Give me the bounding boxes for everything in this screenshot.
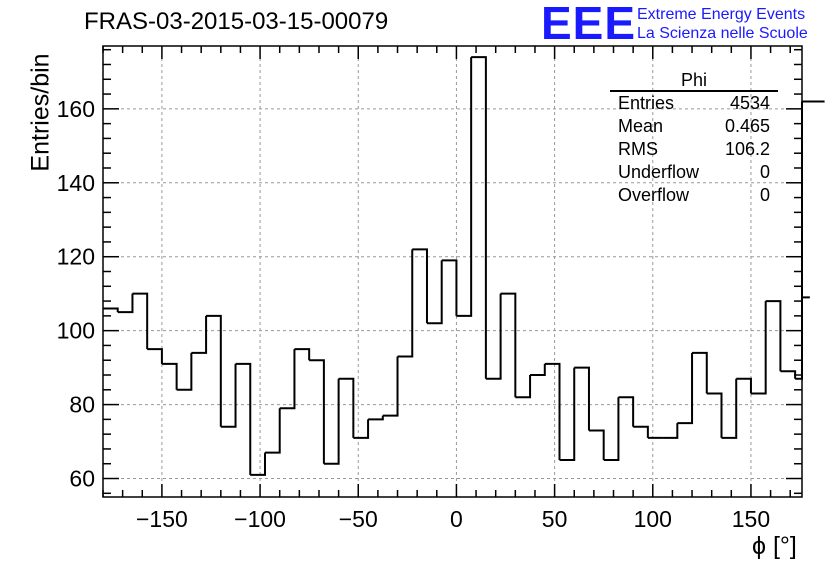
stats-row-mean: Mean 0.465: [610, 115, 778, 138]
histogram-bin: [574, 366, 590, 431]
histogram-bin: [441, 259, 458, 316]
histogram-bin: [323, 378, 340, 465]
histogram-bin: [264, 408, 281, 454]
stats-box: Phi Entries 4534 Mean 0.465 RMS 106.2 Un…: [610, 70, 778, 207]
x-tick-label: 100: [634, 506, 672, 532]
y-tick-label: 160: [57, 96, 95, 122]
histogram-bin: [456, 57, 473, 317]
histogram-bin: [220, 363, 237, 428]
y-tick-label: 80: [69, 392, 95, 418]
histogram-bin: [471, 56, 487, 379]
axis-ticks: [102, 46, 802, 497]
histogram-bars: [103, 56, 825, 476]
x-tick-label: 50: [542, 506, 568, 532]
histogram-bin: [382, 356, 399, 417]
histogram-bin: [706, 392, 723, 438]
x-tick-label: 150: [732, 506, 770, 532]
y-tick-label: 140: [57, 170, 95, 196]
histogram-bin: [353, 419, 370, 439]
histogram-bin: [618, 396, 635, 427]
x-axis-label: ϕ [°]: [752, 532, 797, 560]
histogram-bin: [176, 352, 193, 391]
histogram-bin: [721, 378, 738, 439]
organization-name: Extreme Energy Events: [637, 6, 806, 23]
y-tick-label: 60: [69, 466, 95, 492]
histogram-bin: [426, 260, 443, 325]
histogram-bin: [588, 429, 605, 461]
histogram-bin: [147, 348, 163, 364]
histogram-bin: [117, 293, 134, 314]
grid-lines: [103, 46, 802, 497]
stats-label: RMS: [618, 139, 658, 159]
histogram-bin: [161, 362, 178, 390]
histogram-bin: [780, 370, 797, 379]
y-axis-label: Entries/bin: [26, 53, 55, 172]
y-tick-label: 120: [57, 244, 95, 270]
histogram-bin: [559, 367, 576, 462]
stats-row-overflow: Overflow 0: [610, 184, 778, 207]
eee-logo: EEE: [541, 0, 637, 49]
histogram-bin: [294, 348, 311, 361]
stats-value: 0.465: [724, 116, 770, 136]
histogram-bin: [338, 377, 355, 438]
histogram-bin: [250, 452, 266, 476]
stats-label: Overflow: [618, 185, 690, 205]
histogram-bin: [795, 297, 803, 380]
x-tick-label: 0: [450, 506, 463, 532]
stats-row-entries: Entries 4534: [610, 92, 778, 115]
histogram-bin: [309, 359, 325, 464]
x-tick-label: −100: [234, 506, 286, 532]
chart-title: FRAS-03-2015-03-15-00079: [84, 8, 389, 35]
stats-label: Entries: [618, 93, 675, 113]
histogram-bin: [801, 101, 810, 299]
stats-row-underflow: Underflow 0: [610, 161, 778, 184]
stats-label: Underflow: [618, 162, 700, 182]
histogram-bin: [485, 293, 502, 380]
histogram-bin: [397, 249, 414, 358]
histogram-bin: [677, 352, 694, 425]
histogram-bin: [132, 292, 149, 350]
tick-labels: −150 −100 −50 0 50 100 150 60 80 100 120 140 160: [57, 96, 771, 532]
histogram-bin: [692, 351, 708, 394]
histogram-bin: [368, 415, 384, 421]
organization-subtitle: La Scienza nelle Scuole: [637, 25, 808, 42]
x-tick-label: −150: [136, 506, 188, 532]
histogram-bin: [633, 425, 649, 438]
stats-value: 4534: [729, 93, 770, 113]
histogram-bin: [530, 363, 546, 377]
histogram-bin: [206, 314, 222, 427]
histogram-bin: [603, 397, 620, 462]
histogram-bin: [235, 362, 252, 475]
histogram-bin: [191, 315, 208, 354]
histogram-bin: [103, 307, 119, 313]
stats-header: Phi: [610, 70, 778, 92]
organization-text: Extreme Energy Events La Scienza nelle S…: [637, 5, 808, 43]
stats-row-rms: RMS 106.2: [610, 138, 778, 161]
x-tick-label: −50: [339, 506, 378, 532]
histogram-bin: [279, 349, 296, 410]
stats-value: 0: [759, 185, 770, 205]
histogram-bin: [515, 375, 532, 399]
y-tick-label: 100: [57, 318, 95, 344]
histogram-bin: [736, 377, 752, 394]
histogram-bin: [662, 423, 679, 439]
stats-label: Mean: [618, 116, 664, 136]
stats-value: 0: [759, 162, 770, 182]
histogram-bin: [544, 362, 561, 461]
stats-value: 106.2: [724, 139, 770, 159]
histogram-bin: [500, 292, 517, 398]
histogram-bin: [750, 301, 767, 395]
histogram-bin: [412, 248, 428, 324]
histogram-bin: [765, 300, 782, 372]
